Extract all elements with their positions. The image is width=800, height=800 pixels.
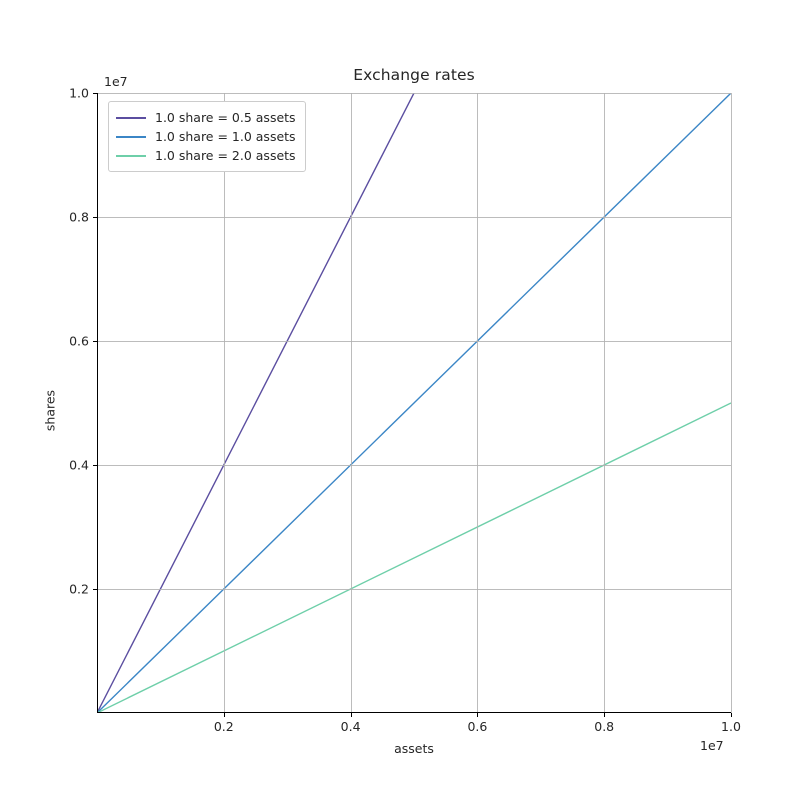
legend-label: 1.0 share = 1.0 assets: [155, 129, 296, 144]
x-tick-label: 0.8: [594, 719, 615, 734]
legend-label: 1.0 share = 0.5 assets: [155, 110, 296, 125]
y-tick-label: 0.2: [69, 581, 89, 597]
chart-title: Exchange rates: [353, 66, 475, 84]
gridline-vertical: [223, 93, 225, 713]
x-tick-mark: [731, 713, 732, 717]
y-tick-label: 0.4: [69, 457, 89, 473]
gridline-horizontal: [97, 589, 731, 590]
x-tick-mark: [477, 713, 479, 717]
gridline-vertical: [350, 93, 352, 713]
x-tick-label: 0.2: [213, 719, 234, 734]
y-axis-offset-label: 1e7: [104, 74, 128, 89]
y-tick-label: 1.0: [69, 85, 89, 101]
legend-item[interactable]: 1.0 share = 0.5 assets: [116, 108, 296, 127]
y-axis-title: shares: [42, 389, 58, 432]
x-axis-title: assets: [394, 741, 434, 756]
y-tick-mark: [93, 465, 97, 466]
legend-item[interactable]: 1.0 share = 1.0 assets: [116, 127, 296, 146]
y-axis-spine: [97, 93, 98, 713]
x-tick-label: 0.4: [340, 719, 361, 734]
y-tick-mark: [93, 341, 97, 342]
gridline-horizontal: [97, 341, 731, 342]
x-axis-spine: [97, 712, 731, 713]
x-tick-mark: [604, 713, 606, 717]
y-tick-mark: [93, 217, 97, 218]
series-line-2: [97, 93, 731, 713]
x-tick-label: 0.6: [467, 719, 488, 734]
legend-label: 1.0 share = 2.0 assets: [155, 148, 296, 163]
y-tick-label: 0.8: [69, 209, 89, 225]
y-tick-label: 0.6: [69, 333, 89, 349]
plot-area: [97, 93, 732, 713]
y-tick-mark: [93, 589, 97, 590]
legend-swatch-icon: [116, 135, 146, 138]
x-tick-label: 1.0: [721, 719, 741, 734]
gridline-vertical: [477, 93, 479, 713]
series-line-1: [97, 93, 415, 713]
legend-swatch-icon: [116, 116, 146, 119]
data-lines: [97, 93, 731, 713]
gridline-horizontal: [97, 93, 731, 94]
y-tick-mark: [93, 93, 97, 94]
legend-item[interactable]: 1.0 share = 2.0 assets: [116, 146, 296, 165]
x-axis-offset-label: 1e7: [700, 738, 724, 753]
legend-swatch-icon: [116, 154, 146, 157]
gridline-horizontal: [97, 465, 731, 466]
series-line-3: [97, 402, 731, 713]
x-tick-mark: [350, 713, 352, 717]
gridline-horizontal: [97, 217, 731, 218]
gridline-vertical: [604, 93, 606, 713]
gridline-vertical: [731, 93, 732, 713]
x-tick-mark: [223, 713, 225, 717]
chart-legend[interactable]: 1.0 share = 0.5 assets 1.0 share = 1.0 as…: [108, 101, 306, 172]
